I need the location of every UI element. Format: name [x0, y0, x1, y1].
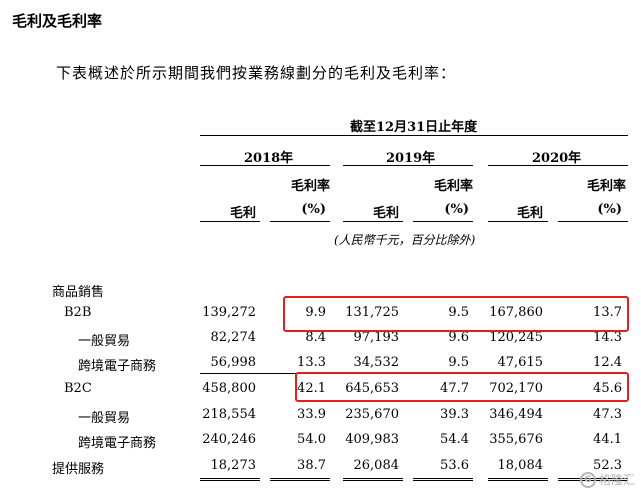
col-rule-5 [488, 221, 548, 222]
table-cell: 120,245 [489, 330, 543, 345]
table-cell: 47.7 [440, 381, 469, 396]
row-label: 跨境電子商務 [78, 436, 157, 451]
table-cell: 82,274 [210, 330, 257, 345]
table-cell: 42.1 [297, 381, 326, 396]
col-rule-1 [200, 221, 260, 222]
margin-header-2018: 毛利率 [290, 179, 330, 194]
table-cell: 39.3 [440, 407, 469, 422]
table-cell: 131,725 [345, 305, 399, 320]
table-cell: 45.6 [593, 381, 622, 396]
table-cell: 44.1 [593, 432, 622, 447]
table-cell: 240,246 [202, 432, 256, 447]
unit-note: (人民幣千元，百分比除外) [334, 233, 476, 247]
row-label: B2B [64, 305, 92, 320]
period-rule [200, 135, 628, 136]
table-cell: 9.5 [448, 355, 469, 370]
table-cell: 53.6 [440, 458, 469, 473]
table-cell: 34,532 [353, 355, 400, 370]
table-cell: 702,170 [489, 381, 543, 396]
profit-header-2020: 毛利 [516, 206, 543, 221]
row-label: 一般貿易 [78, 411, 131, 426]
table-cell: 18,084 [497, 458, 544, 473]
table-cell: 9.9 [305, 305, 326, 320]
row-label: 跨境電子商務 [78, 359, 157, 374]
percent-header-2018: (%) [301, 202, 326, 217]
table-cell: 645,653 [345, 381, 399, 396]
table-cell: 167,860 [489, 305, 543, 320]
year-rule-2020 [488, 165, 628, 166]
table-cell: 8.4 [305, 330, 326, 345]
total-double-rule-3 [343, 478, 403, 481]
year-2019: 2019年 [386, 151, 436, 166]
year-2018: 2018年 [244, 151, 294, 166]
percent-header-2019: (%) [444, 202, 469, 217]
total-double-rule-1 [200, 478, 260, 481]
table-cell: 56,998 [210, 355, 257, 370]
year-rule-2018 [200, 165, 330, 166]
table-cell: 355,676 [489, 432, 543, 447]
table-cell: 18,273 [210, 458, 257, 473]
table-cell: 235,670 [345, 407, 399, 422]
table-cell: 409,983 [345, 432, 399, 447]
table-cell: 33.9 [297, 407, 326, 422]
table-cell: 12.4 [593, 355, 622, 370]
table-cell: 54.0 [297, 432, 326, 447]
col-rule-3 [343, 221, 403, 222]
table-cell: 47,615 [497, 355, 544, 370]
table-cell: 26,084 [353, 458, 400, 473]
row-label: B2C [64, 381, 92, 396]
table-cell: 139,272 [202, 305, 256, 320]
period-header: 截至12月31日止年度 [350, 120, 478, 135]
highlight-box-b2c [295, 372, 629, 402]
watermark: G 格隆汇 [579, 471, 635, 488]
table-cell: 9.5 [448, 305, 469, 320]
total-double-rule-4 [413, 478, 473, 481]
year-rule-2019 [343, 165, 473, 166]
table-cell: 13.3 [297, 355, 326, 370]
margin-header-2019: 毛利率 [433, 179, 473, 194]
row-label: 提供服務 [52, 462, 105, 477]
table-cell: 13.7 [593, 305, 622, 320]
row-label: 商品銷售 [52, 285, 105, 300]
year-2020: 2020年 [532, 151, 582, 166]
table-cell: 52.3 [593, 458, 622, 473]
table-cell: 47.3 [593, 407, 622, 422]
col-rule-4 [413, 221, 473, 222]
highlight-box-b2b [283, 296, 629, 332]
table-cell: 458,800 [202, 381, 256, 396]
col-rule-2 [270, 221, 330, 222]
table-cell: 218,554 [202, 407, 256, 422]
profit-header-2019: 毛利 [372, 206, 399, 221]
gelonghui-logo-icon: G [579, 471, 596, 488]
total-double-rule-5 [488, 478, 548, 481]
table-cell: 14.3 [593, 330, 622, 345]
intro-text: 下表概述於所示期間我們按業務線劃分的毛利及毛利率： [56, 64, 457, 82]
margin-header-2020: 毛利率 [586, 179, 626, 194]
table-cell: 38.7 [297, 458, 326, 473]
table-cell: 9.6 [448, 330, 469, 345]
watermark-text: 格隆汇 [598, 473, 635, 487]
table-cell: 54.4 [440, 432, 469, 447]
percent-header-2020: (%) [597, 202, 622, 217]
col-rule-6 [558, 221, 628, 222]
table-cell: 97,193 [353, 330, 400, 345]
table-cell: 346,494 [489, 407, 543, 422]
section-title: 毛利及毛利率 [12, 12, 103, 30]
row-label: 一般貿易 [78, 334, 131, 349]
total-double-rule-2 [270, 478, 330, 481]
profit-header-2018: 毛利 [229, 206, 256, 221]
